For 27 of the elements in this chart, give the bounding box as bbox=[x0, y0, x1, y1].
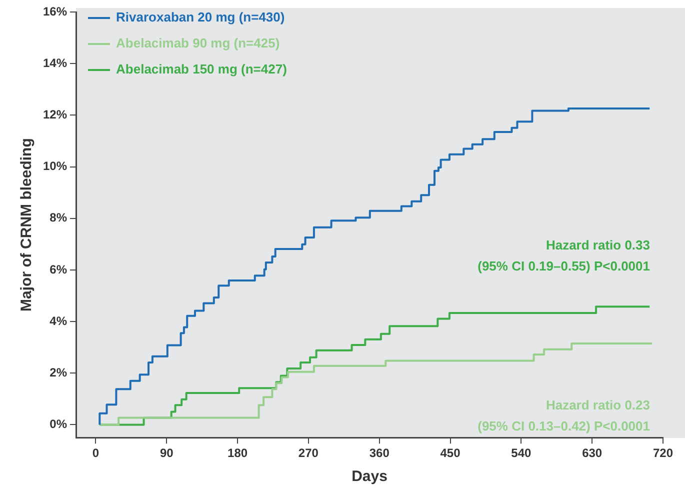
x-tick-label: 0 bbox=[92, 446, 100, 460]
y-tick-label: 14% bbox=[42, 56, 68, 70]
annotation: Hazard ratio 0.23 bbox=[546, 397, 650, 412]
x-tick-label: 720 bbox=[652, 446, 674, 460]
x-tick-label: 630 bbox=[582, 446, 602, 460]
annotation: Hazard ratio 0.33 bbox=[546, 238, 650, 253]
y-tick-label: 12% bbox=[42, 107, 68, 122]
x-tick-label: 270 bbox=[298, 446, 319, 460]
legend-label: Abelacimab 150 mg (n=427) bbox=[116, 62, 287, 77]
legend-label: Abelacimab 90 mg (n=425) bbox=[116, 36, 280, 51]
y-axis-title: Major of CRNM bleeding bbox=[18, 138, 36, 312]
x-tick-label: 450 bbox=[440, 446, 461, 460]
y-tick-label: 6% bbox=[50, 262, 68, 276]
y-tick-label: 16% bbox=[42, 4, 68, 18]
annotation: (95% CI 0.13–0.42) P<0.0001 bbox=[478, 418, 650, 434]
annotation: (95% CI 0.19–0.55) P<0.0001 bbox=[478, 258, 650, 274]
y-tick-label: 8% bbox=[50, 210, 68, 225]
y-tick-label: 0% bbox=[50, 417, 68, 432]
x-tick-label: 180 bbox=[228, 446, 248, 460]
x-tick-label: 90 bbox=[160, 446, 174, 460]
x-tick-label: 540 bbox=[511, 446, 532, 460]
x-tick-label: 360 bbox=[369, 446, 390, 460]
legend-label: Rivaroxaban 20 mg (n=430) bbox=[116, 10, 285, 25]
y-tick-label: 10% bbox=[42, 159, 68, 174]
y-tick-label: 4% bbox=[50, 314, 68, 328]
x-axis-title: Days bbox=[352, 468, 388, 486]
y-tick-label: 2% bbox=[50, 365, 68, 380]
